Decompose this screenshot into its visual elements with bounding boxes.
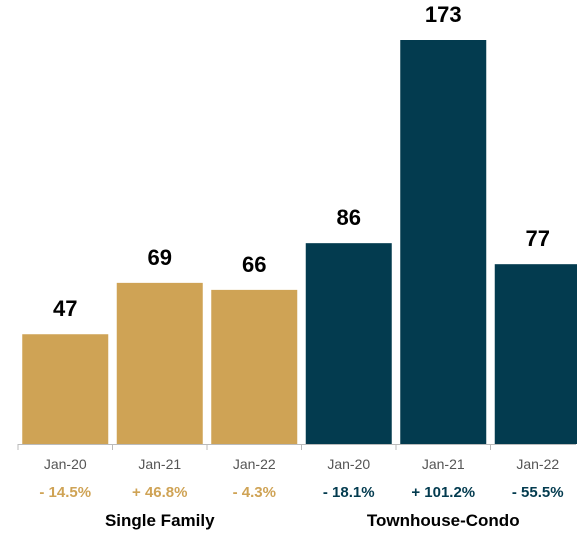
bar — [116, 282, 203, 444]
percent-change-label: - 18.1% — [323, 484, 375, 501]
bar-value-label: 47 — [53, 296, 77, 321]
bar-value-label: 66 — [242, 252, 266, 277]
bar — [22, 334, 109, 444]
bar — [400, 40, 487, 444]
bar-value-label: 86 — [337, 205, 361, 230]
x-axis-ticks — [17, 444, 491, 450]
percent-change-label: + 46.8% — [132, 484, 187, 501]
group-label: Single Family — [105, 511, 215, 530]
bar — [494, 264, 577, 444]
percent-change-label: - 4.3% — [233, 484, 276, 501]
x-tick-label: Jan-22 — [233, 456, 276, 472]
bar-value-label: 173 — [425, 2, 462, 27]
bar-value-label: 69 — [148, 245, 172, 270]
labels-layer: 47 Jan-20 - 14.5% 69 Jan-21 + 46.8% 66 Jan-22 - … — [39, 2, 563, 530]
percent-change-label: - 14.5% — [39, 484, 91, 501]
x-tick-label: Jan-22 — [516, 456, 559, 472]
percent-change-label: + 101.2% — [411, 484, 475, 501]
bars-layer — [22, 40, 577, 444]
x-tick-label: Jan-21 — [138, 456, 181, 472]
bar — [305, 243, 392, 444]
bar — [211, 289, 298, 444]
x-tick-label: Jan-21 — [422, 456, 465, 472]
bar-value-label: 77 — [526, 226, 550, 251]
x-tick-label: Jan-20 — [44, 456, 87, 472]
group-label: Townhouse-Condo — [367, 511, 520, 530]
x-tick-label: Jan-20 — [327, 456, 370, 472]
percent-change-label: - 55.5% — [512, 484, 564, 501]
